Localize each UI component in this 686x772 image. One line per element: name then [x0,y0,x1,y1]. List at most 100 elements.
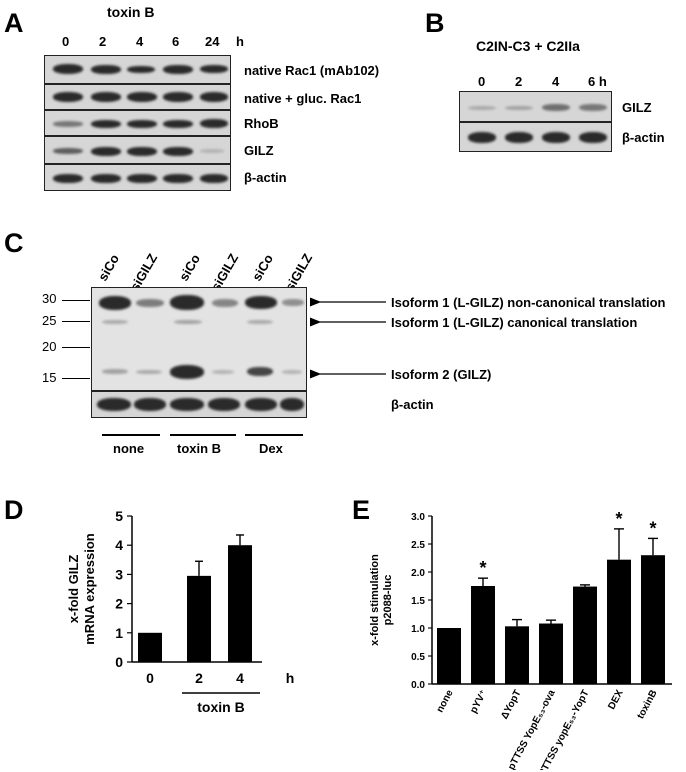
band [212,299,238,307]
panel-b-letter: B [425,8,445,38]
band [282,299,304,306]
timepoint-label: 2 [99,34,107,49]
band [245,296,277,309]
band [579,104,607,111]
group-label: toxin B [197,699,244,715]
x-tick-label: DEX [606,688,626,712]
band [127,92,157,102]
blot-c-actin [91,391,307,418]
blot-a-rac1 [44,55,231,84]
band [53,92,83,102]
band [200,119,228,128]
band [127,174,157,183]
row-label: β-actin [244,170,287,185]
timepoint-label: 6 h [588,74,607,89]
y-tick-label: 4 [115,537,123,553]
band [282,370,302,374]
mw-marker: 15 [42,370,57,385]
x-tick-label: pYV⁺ [468,688,489,715]
band [247,367,273,376]
y-tick-label: 1.0 [411,624,425,635]
marker-tick [62,321,90,322]
bar [437,628,461,684]
band [163,120,193,128]
band [163,65,193,74]
y-tick-label: 2 [115,596,123,612]
row-label: GILZ [244,143,274,158]
band [53,121,83,127]
panel-e-letter: E [352,495,371,525]
group-label: none [113,441,145,456]
mw-marker: 25 [42,313,57,328]
row-label: GILZ [622,100,652,115]
band [163,147,193,156]
group-label: Dex [259,441,283,456]
y-tick-label: 2.5 [411,540,425,551]
panel-c-arrows [310,296,386,380]
significance-marker: * [615,509,622,529]
band [200,149,224,153]
band [53,64,83,74]
panel-a-letter: A [4,8,24,38]
band [212,370,234,374]
band [579,132,607,143]
panel-b-title: C2IN-C3 + C2IIa [476,38,580,54]
bar [228,545,252,662]
blot-c-gilz [91,287,307,391]
x-tick-label: 2 [195,670,203,686]
band [163,174,193,183]
marker-tick [62,378,90,379]
group-line [245,434,303,436]
band [170,398,204,411]
band [208,398,240,411]
blot-a-rhob [44,110,231,136]
band [170,365,204,379]
band [200,174,228,183]
band [247,320,273,324]
isoform-annotation: Isoform 1 (L-GILZ) canonical translation [391,315,638,330]
band [170,295,204,310]
mw-marker: 30 [42,291,57,306]
row-label: β-actin [622,130,665,145]
band [127,66,155,73]
y-tick-label: 1.5 [411,596,425,607]
lane-label: siCo [249,251,277,284]
band [468,106,496,110]
band [505,132,533,143]
y-tick-label: 1 [115,625,123,641]
band [542,104,570,111]
band [53,148,83,154]
bar [607,559,631,684]
blot-a-actin [44,164,231,191]
band [97,398,131,411]
marker-tick [62,300,90,301]
y-axis-label: x-fold GILZmRNA expression [66,533,97,645]
y-tick-label: 3.0 [411,512,425,523]
timepoint-label: 2 [515,74,523,89]
band [134,398,166,411]
timepoint-label: 0 [478,74,486,89]
band [136,299,164,307]
y-tick-label: 5 [115,508,123,524]
row-label: native Rac1 (mAb102) [244,63,380,78]
blot-b-gilz [459,91,612,122]
band [505,106,533,110]
x-tick-label: 0 [146,670,154,686]
band [91,174,121,183]
timepoint-label: 0 [62,34,70,49]
band [53,174,83,183]
blot-b-actin [459,122,612,152]
band [542,132,570,143]
significance-marker: * [479,558,486,578]
band [200,92,228,102]
band [200,65,228,73]
significance-marker: * [649,518,656,538]
y-tick-label: 0 [115,654,123,670]
lane-label: siCo [95,251,123,284]
mw-marker: 20 [42,339,57,354]
group-label: toxin B [177,441,222,456]
bar [573,586,597,684]
x-unit-label: h [286,670,295,686]
group-line [102,434,160,436]
